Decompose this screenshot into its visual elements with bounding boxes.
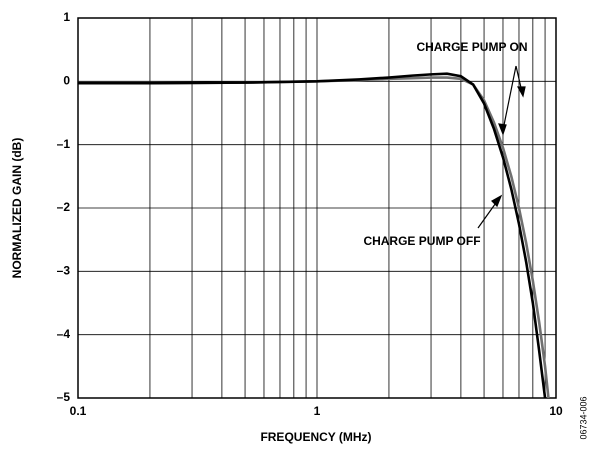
y-tick-label: –1 xyxy=(57,137,71,151)
side-note: 06734-006 xyxy=(578,396,588,439)
x-tick-label: 0.1 xyxy=(70,404,87,418)
y-tick-label: –3 xyxy=(57,264,71,278)
series-line xyxy=(78,72,547,398)
annotation: CHARGE PUMP OFF xyxy=(363,234,480,248)
y-tick-label: 1 xyxy=(63,10,70,24)
y-tick-label: –5 xyxy=(57,390,71,404)
y-axis-label: NORMALIZED GAIN (dB) xyxy=(10,138,24,279)
annotation-arrows xyxy=(477,65,526,229)
annotation: CHARGE PUMP ON xyxy=(416,40,527,54)
x-tick-label: 10 xyxy=(549,404,563,418)
y-tick-label: –4 xyxy=(57,327,71,341)
series-group xyxy=(78,72,550,398)
y-tick-label: –2 xyxy=(57,200,71,214)
x-tick-label: 1 xyxy=(314,404,321,418)
x-axis-label: FREQUENCY (MHz) xyxy=(260,430,371,444)
y-tick-label: 0 xyxy=(63,74,70,88)
